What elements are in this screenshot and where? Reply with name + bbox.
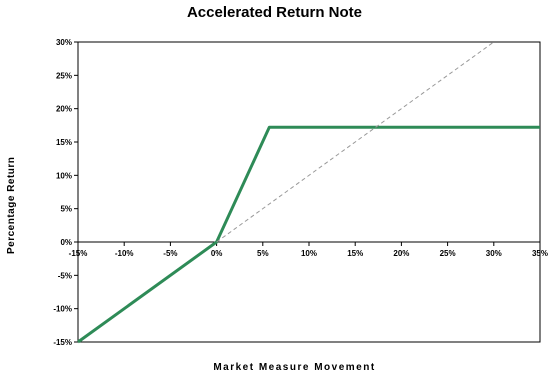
reference-line-series	[216, 41, 495, 243]
y-tick-label: 5%	[60, 205, 72, 214]
x-tick-label: 10%	[301, 249, 317, 258]
y-tick-label: -10%	[53, 305, 72, 314]
y-tick-label: 25%	[56, 71, 72, 80]
x-tick-label: 30%	[486, 249, 502, 258]
x-tick-label: 25%	[440, 249, 456, 258]
x-tick-label: 5%	[257, 249, 269, 258]
x-tick-label: 0%	[211, 249, 223, 258]
x-tick-label: -5%	[163, 249, 177, 258]
x-tick-label: 15%	[347, 249, 363, 258]
y-tick-label: -15%	[53, 338, 72, 347]
x-tick-label: 20%	[393, 249, 409, 258]
plot-frame	[77, 41, 541, 343]
y-tick-label: 20%	[56, 105, 72, 114]
y-tick-label: 0%	[60, 238, 72, 247]
x-axis-label: Market Measure Movement	[213, 362, 376, 373]
y-tick-label: 10%	[56, 171, 72, 180]
x-tick-label: -10%	[115, 249, 134, 258]
y-tick-label: -5%	[58, 271, 72, 280]
y-tick-label: 15%	[56, 138, 72, 147]
x-tick-label: 35%	[532, 249, 548, 258]
y-tick-label: 30%	[56, 38, 72, 47]
chart-title: Accelerated Return Note	[186, 4, 363, 21]
x-tick-label: -15%	[69, 249, 88, 258]
note-return-series	[77, 125, 540, 344]
